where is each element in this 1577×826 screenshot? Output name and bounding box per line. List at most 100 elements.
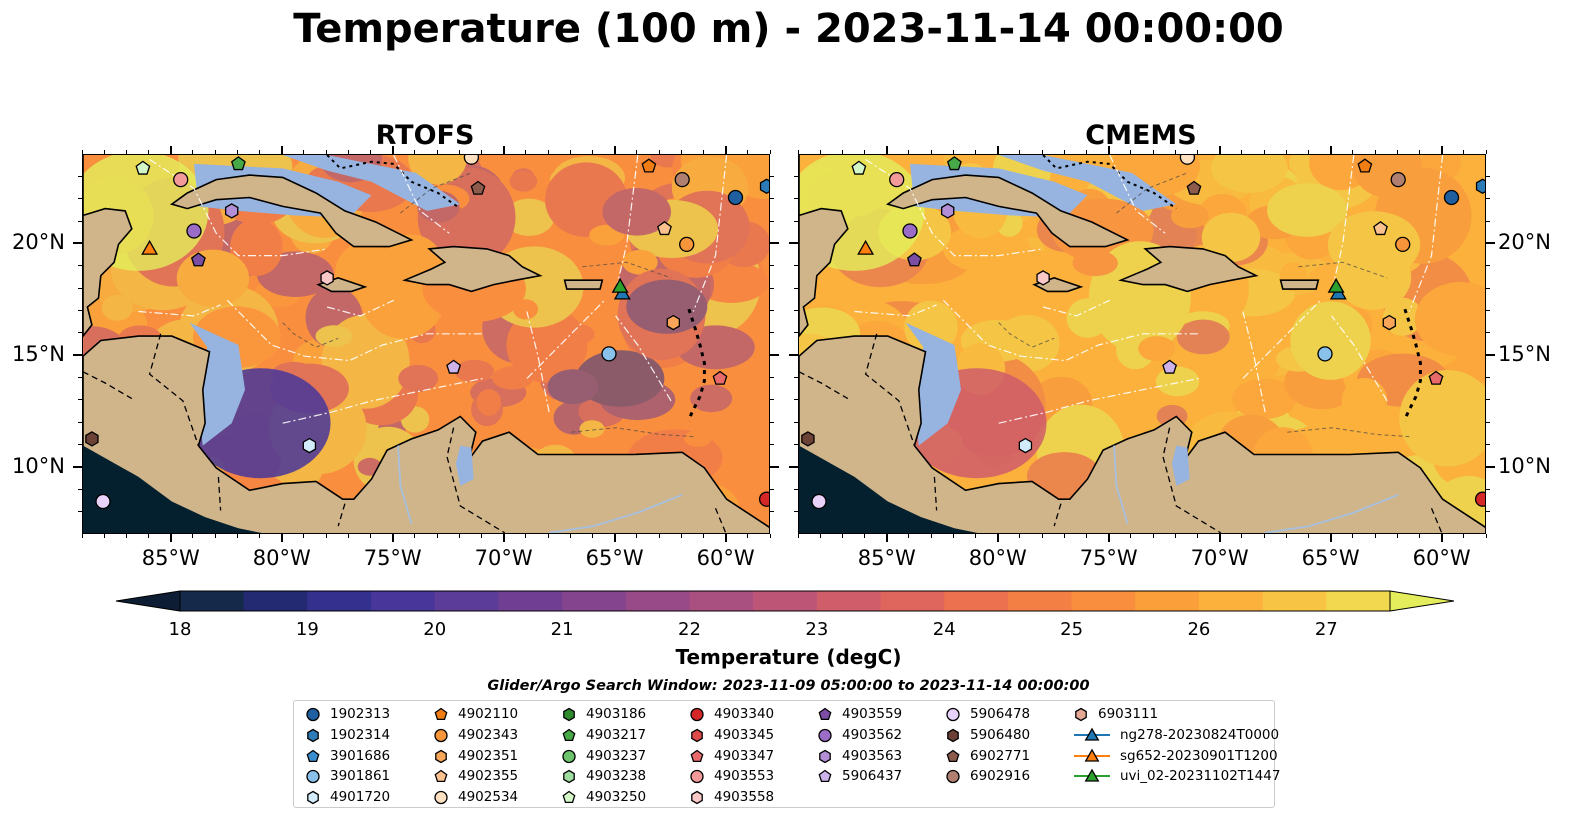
legend-marker-icon: [434, 770, 448, 783]
minor-tick: [864, 534, 866, 538]
lon-tick-label: 60°W: [1412, 546, 1471, 570]
minor-tick: [908, 150, 910, 154]
minor-tick: [1041, 150, 1043, 154]
legend-label: 4903217: [586, 726, 647, 743]
minor-tick: [702, 150, 704, 154]
cmems-marker-4903217: [946, 156, 962, 171]
rtofs-marker-5906437: [446, 359, 462, 374]
legend-label: 5906478: [970, 706, 1031, 722]
colorbar-segment: [1326, 591, 1391, 611]
legend-marker-shape: [690, 707, 704, 722]
minor-tick: [480, 534, 482, 538]
legend-label: 1902314: [330, 726, 391, 743]
legend-label: sg652-20230901T1200: [1120, 747, 1278, 764]
rtofs-isobaths: [282, 172, 694, 438]
lat-tick-label-left: 10°N: [12, 453, 65, 478]
minor-tick: [1130, 534, 1132, 538]
minor-tick: [1196, 534, 1198, 538]
lon-tick-mark: [1329, 534, 1332, 542]
minor-tick: [1374, 534, 1376, 538]
rtofs-bahamas-islands: [326, 155, 461, 210]
minor-tick: [636, 534, 638, 538]
minor-tick: [414, 534, 416, 538]
minor-tick: [259, 534, 261, 538]
rtofs-map[interactable]: [82, 154, 770, 534]
legend-marker-shape: [818, 728, 832, 742]
cmems-map[interactable]: [798, 154, 1486, 534]
cmems-marker-4902351: [1382, 314, 1397, 331]
colorbar-label: Temperature (degC): [675, 645, 902, 669]
legend-label: 4903186: [586, 706, 647, 722]
lon-tick-label: 70°W: [1190, 546, 1249, 570]
rtofs-shelf-bahamas: [282, 155, 461, 211]
colorbar-tick-label: 18: [168, 619, 192, 640]
lat-tick-mark: [789, 354, 798, 357]
legend-label: 4902110: [458, 706, 519, 722]
legend-marker-shape: [306, 749, 320, 762]
legend-entry-4902534: 4902534: [432, 787, 518, 807]
legend-marker-shape: [1084, 748, 1100, 762]
lon-tick-label: 75°W: [363, 546, 422, 570]
cmems-marker-4903340: [1474, 491, 1485, 507]
cmems-marker-5906478: [811, 493, 827, 510]
minor-tick: [952, 534, 954, 538]
lat-tick-label-right: 20°N: [1498, 230, 1551, 255]
cmems-pacific-ocean: [799, 445, 978, 533]
minor-tick: [103, 150, 105, 154]
legend-entry-4903217: 4903217: [560, 725, 646, 745]
minor-tick: [370, 534, 372, 538]
lon-tick-label: 70°W: [474, 546, 533, 570]
minor-tick: [770, 287, 774, 289]
rtofs-marker-6902916: [674, 171, 690, 188]
minor-tick: [458, 150, 460, 154]
minor-tick: [78, 488, 82, 490]
minor-tick: [658, 534, 660, 538]
colorbar: [115, 590, 1455, 612]
panel-title-rtofs: RTOFS: [375, 120, 475, 151]
legend-marker-icon: [434, 791, 448, 805]
minor-tick: [591, 150, 593, 154]
minor-tick: [702, 534, 704, 538]
colorbar-tick-label: 22: [678, 619, 701, 640]
minor-tick: [1130, 150, 1132, 154]
minor-tick: [78, 309, 82, 311]
legend-label: 4902534: [458, 789, 519, 806]
legend-marker-icon: [691, 790, 703, 805]
colorbar-segment: [689, 591, 754, 611]
legend-label: 1902313: [330, 706, 391, 722]
minor-tick: [794, 309, 798, 311]
minor-tick: [864, 150, 866, 154]
minor-tick: [1486, 421, 1490, 423]
legend-entry-4902343: 4902343: [432, 725, 518, 745]
cmems-lake-maracaibo: [1171, 445, 1190, 486]
minor-tick: [1486, 377, 1490, 379]
minor-tick: [770, 220, 774, 222]
legend-marker-icon: [946, 749, 960, 762]
rtofs-marker-4903562: [186, 223, 202, 239]
minor-tick: [78, 198, 82, 200]
rtofs-marker-4902534: [463, 155, 480, 165]
legend-marker-shape: [818, 770, 832, 783]
legend-marker-shape: [562, 790, 576, 804]
legend-label: 4903559: [842, 706, 903, 722]
rtofs-marker-4902343: [679, 236, 695, 253]
rtofs-marker-4903553: [173, 171, 189, 188]
minor-tick: [1486, 309, 1490, 311]
legend-marker-icon: [306, 749, 320, 762]
legend-label: 4903237: [586, 747, 647, 764]
minor-tick: [236, 150, 238, 154]
legend-marker-icon: [818, 707, 832, 720]
minor-tick: [794, 511, 798, 513]
minor-tick: [569, 150, 571, 154]
minor-tick: [125, 534, 127, 538]
legend-label: 4902343: [458, 726, 519, 743]
cmems-map-canvas: [799, 155, 1485, 533]
minor-tick: [1486, 444, 1490, 446]
legend-marker-icon: [946, 770, 960, 784]
rtofs-marker-4902355: [657, 220, 672, 236]
legend-marker-shape: [690, 770, 704, 784]
minor-tick: [1486, 511, 1490, 513]
legend-entry-4903237: 4903237: [560, 746, 646, 766]
legend-marker-shape: [562, 728, 576, 741]
colorbar-segment: [816, 591, 882, 611]
